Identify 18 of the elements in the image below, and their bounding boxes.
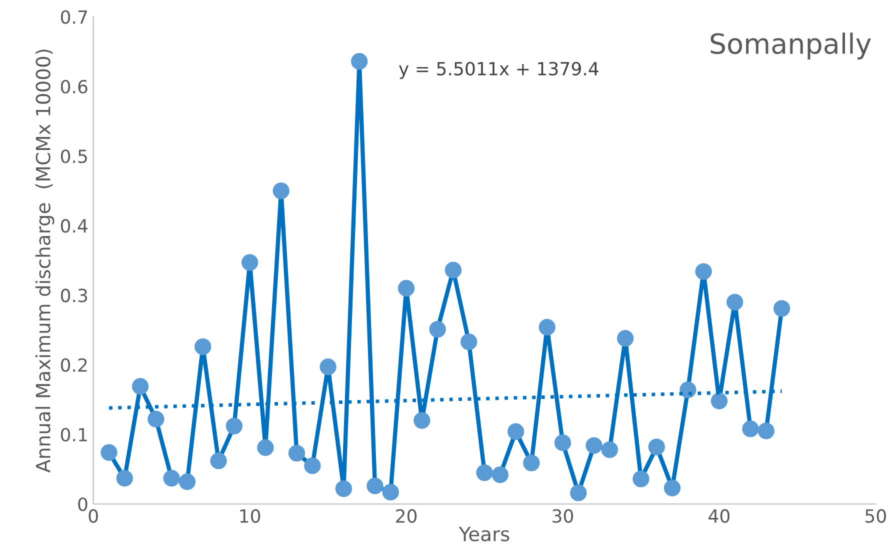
y-axis-title: Annual Maximum discharge (MCMx 10000)	[35, 50, 54, 473]
x-tick-label: 10	[240, 509, 260, 523]
y-tick-label: 0.2	[60, 358, 87, 372]
y-tick-label: 0.7	[60, 10, 87, 24]
y-tick-label: 0.5	[60, 149, 87, 164]
y-tick-label: 0.6	[60, 80, 88, 94]
x-tick-label: 20	[396, 509, 417, 523]
y-tick-label: 0.3	[60, 288, 88, 302]
x-axis-title: Years	[458, 526, 510, 542]
x-tick-label: 0	[88, 509, 98, 523]
y-tick-label: 0.4	[60, 219, 88, 233]
x-tick-label: 50	[866, 509, 886, 523]
y-tick-label: 0.1	[60, 428, 87, 442]
x-tick-label: 40	[708, 509, 730, 523]
text: Somanpally	[710, 32, 871, 60]
y-tick-label: 0	[78, 497, 88, 512]
x-tick-label: 30	[552, 509, 574, 523]
annotation: y = 5.5011x + 1379.4	[398, 62, 598, 80]
